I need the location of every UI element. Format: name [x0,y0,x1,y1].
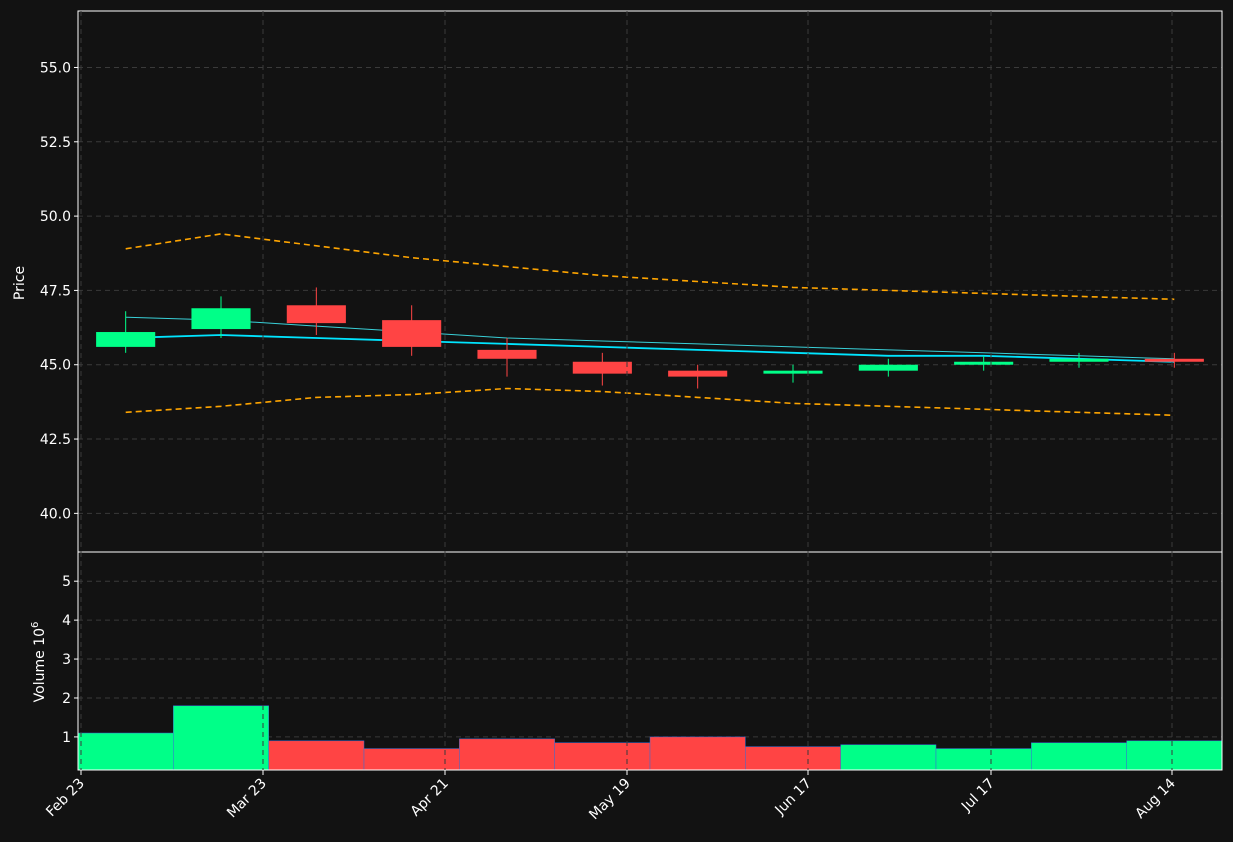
volume-bar [649,736,746,771]
price-axis-label: Price [12,266,28,300]
volume-bar [77,732,174,771]
moving-average-fast [125,316,1175,360]
volume-bar [554,742,651,771]
volume-tick-label: 3 [62,652,71,668]
volume-tick-label: 1 [62,730,71,746]
volume-bar [935,748,1032,771]
candle-up [1049,358,1109,362]
price-tick-label: 55.0 [40,60,71,76]
candle-down [1144,358,1204,362]
volume-axis-label: Volume 106 [30,622,48,703]
price-tick-label: 45.0 [40,358,71,374]
price-tick-label: 47.5 [40,283,71,299]
price-tick-label: 42.5 [40,432,71,448]
candle-down [572,361,632,374]
volume-tick-label: 5 [62,574,71,590]
candle-up [191,308,251,330]
volume-bar [745,746,841,771]
candle-up [954,361,1014,365]
price-tick-label: 52.5 [40,135,71,151]
volume-bar [459,738,555,771]
price-panel: 40.0 42.5 45.0 47.5 50.0 52.5 55.0 [40,10,1223,553]
candle-down [382,320,442,347]
volume-panel: 1 2 3 4 5 [62,551,1223,771]
volume-tick-label: 4 [62,613,71,629]
candle-up [763,370,823,374]
price-plot-area [78,11,1222,552]
candle-down [477,349,537,359]
volume-bar [840,744,937,771]
volume-bar [268,740,365,771]
candle-up [858,364,918,371]
volume-bar [1031,742,1127,771]
volume-bar [1126,740,1223,771]
bollinger-lower-band [125,387,1175,417]
volume-frame [77,551,1223,771]
volume-bar [173,705,269,771]
price-tick-label: 50.0 [40,209,71,225]
price-tick-label: 40.0 [40,506,71,522]
candle-down [286,305,346,324]
volume-tick-label: 2 [62,691,71,707]
moving-average-slow [125,334,1175,363]
candle-down [668,370,728,377]
candle-up [96,332,156,347]
